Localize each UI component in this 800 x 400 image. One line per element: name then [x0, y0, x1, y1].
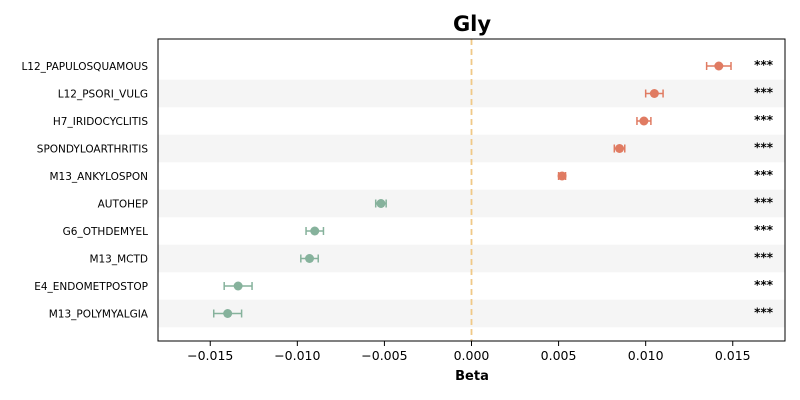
data-point — [233, 281, 243, 291]
data-point — [714, 61, 724, 71]
data-point — [305, 254, 315, 263]
row-band — [158, 244, 785, 273]
significance-label: *** — [754, 58, 774, 72]
data-point — [649, 89, 659, 98]
x-tick-label: 0.000 — [454, 348, 490, 363]
x-axis-label: Beta — [455, 369, 489, 384]
y-tick-label: SPONDYLOARTHRITIS — [37, 144, 149, 156]
significance-label: *** — [754, 251, 774, 265]
x-axis: −0.015 −0.010 −0.005 0.000 0.005 0.010 0.015 — [187, 341, 751, 363]
y-tick-label: L12_PAPULOSQUAMOUS — [21, 61, 148, 73]
data-point — [557, 171, 567, 181]
y-tick-label: G6_OTHDEMYEL — [63, 226, 148, 238]
x-tick-label: 0.010 — [628, 348, 664, 363]
significance-label: *** — [754, 278, 774, 292]
y-axis-labels: L12_PAPULOSQUAMOUS L12_PSORI_VULG H7_IRIDO… — [21, 61, 148, 321]
y-tick-label: E4_ENDOMETPOSTOP — [34, 281, 148, 293]
significance-label: *** — [754, 168, 774, 182]
data-point — [376, 199, 386, 208]
chart-title: Gly — [453, 12, 491, 36]
data-point — [639, 116, 649, 126]
data-point — [310, 226, 320, 236]
significance-label: *** — [754, 86, 774, 100]
x-tick-label: −0.005 — [361, 348, 407, 363]
y-tick-label: M13_ANKYLOSPON — [50, 171, 149, 183]
significance-label: *** — [754, 306, 774, 320]
significance-label: *** — [754, 113, 774, 127]
row-band — [158, 134, 785, 163]
significance-label: *** — [754, 141, 774, 155]
significance-label: *** — [754, 196, 774, 210]
data-point — [223, 309, 233, 318]
y-tick-label: H7_IRIDOCYCLITIS — [53, 116, 148, 128]
data-point — [615, 144, 625, 153]
x-tick-label: 0.005 — [541, 348, 577, 363]
significance-label: *** — [754, 223, 774, 237]
y-tick-label: L12_PSORI_VULG — [58, 89, 148, 101]
y-tick-label: M13_MCTD — [89, 254, 148, 266]
data-marks — [212, 61, 732, 318]
y-tick-label: M13_POLYMYALGIA — [49, 309, 149, 321]
x-tick-label: −0.010 — [274, 348, 320, 363]
y-tick-label: AUTOHEP — [98, 199, 148, 211]
x-tick-label: 0.015 — [715, 348, 751, 363]
x-tick-label: −0.015 — [187, 348, 233, 363]
significance-labels: *** *** *** *** *** *** *** *** *** *** — [754, 58, 774, 320]
